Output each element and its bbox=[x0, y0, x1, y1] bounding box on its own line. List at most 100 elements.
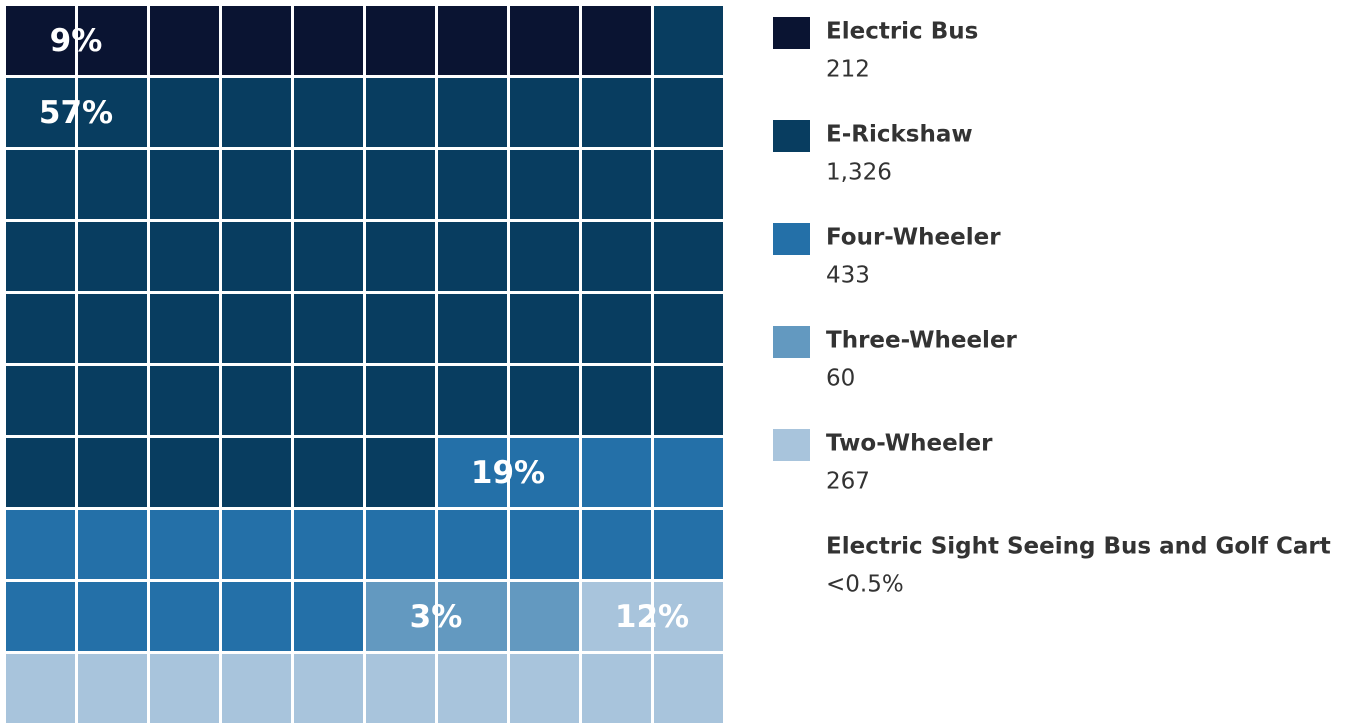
waffle-cell bbox=[150, 510, 219, 579]
waffle-cell bbox=[510, 150, 579, 219]
waffle-cell bbox=[78, 510, 147, 579]
waffle-cell bbox=[222, 366, 291, 435]
waffle-cell bbox=[654, 294, 723, 363]
waffle-cell bbox=[6, 222, 75, 291]
waffle-cell bbox=[222, 438, 291, 507]
waffle-cell bbox=[78, 78, 147, 147]
waffle-cell bbox=[294, 6, 363, 75]
waffle-cell bbox=[366, 78, 435, 147]
waffle-cell bbox=[654, 438, 723, 507]
waffle-cell bbox=[438, 222, 507, 291]
waffle-cell bbox=[6, 582, 75, 651]
waffle-cell bbox=[654, 366, 723, 435]
waffle-cell bbox=[654, 510, 723, 579]
waffle-cell bbox=[366, 366, 435, 435]
waffle-cell bbox=[150, 78, 219, 147]
waffle-cell bbox=[438, 6, 507, 75]
legend-swatch bbox=[773, 429, 810, 461]
waffle-cell bbox=[366, 582, 435, 651]
waffle-cell bbox=[654, 6, 723, 75]
waffle-cell bbox=[510, 438, 579, 507]
legend-name: Four-Wheeler bbox=[826, 225, 1001, 251]
waffle-cell bbox=[582, 294, 651, 363]
waffle-cell bbox=[654, 222, 723, 291]
waffle-cell bbox=[78, 582, 147, 651]
waffle-cell bbox=[582, 654, 651, 723]
legend-value: <0.5% bbox=[826, 572, 904, 598]
waffle-cell bbox=[366, 294, 435, 363]
legend-name: Electric Bus bbox=[826, 19, 978, 45]
waffle-cell bbox=[222, 6, 291, 75]
waffle-cell bbox=[366, 6, 435, 75]
waffle-cell bbox=[6, 6, 75, 75]
waffle-cell bbox=[78, 222, 147, 291]
waffle-cell bbox=[582, 6, 651, 75]
waffle-cell bbox=[510, 654, 579, 723]
waffle-cell bbox=[78, 438, 147, 507]
legend-swatch bbox=[773, 326, 810, 358]
waffle-cell bbox=[150, 438, 219, 507]
waffle-cell bbox=[222, 150, 291, 219]
waffle-cell bbox=[294, 510, 363, 579]
legend-name: Three-Wheeler bbox=[826, 328, 1018, 354]
waffle-cell bbox=[582, 222, 651, 291]
percent-label: 3% bbox=[410, 599, 463, 635]
legend-name: Two-Wheeler bbox=[826, 431, 993, 457]
legend-value: 1,326 bbox=[826, 160, 892, 186]
waffle-cell bbox=[150, 6, 219, 75]
waffle-cell bbox=[654, 150, 723, 219]
legend-name: E-Rickshaw bbox=[826, 122, 973, 148]
waffle-cell bbox=[150, 222, 219, 291]
waffle-cell bbox=[582, 438, 651, 507]
waffle-cell bbox=[582, 510, 651, 579]
waffle-cell bbox=[222, 294, 291, 363]
legend-swatch bbox=[773, 223, 810, 255]
percent-label: 57% bbox=[39, 95, 113, 131]
legend-name: Electric Sight Seeing Bus and Golf Cart bbox=[826, 534, 1331, 560]
waffle-cell bbox=[294, 150, 363, 219]
legend-value: 60 bbox=[826, 366, 855, 392]
waffle-cell bbox=[6, 654, 75, 723]
waffle-cell bbox=[6, 78, 75, 147]
waffle-cell bbox=[78, 150, 147, 219]
waffle-cell bbox=[366, 510, 435, 579]
waffle-cell bbox=[294, 222, 363, 291]
waffle-cell bbox=[510, 294, 579, 363]
waffle-cell bbox=[510, 222, 579, 291]
waffle-cell bbox=[510, 510, 579, 579]
waffle-cell bbox=[510, 6, 579, 75]
waffle-cell bbox=[150, 654, 219, 723]
waffle-cell bbox=[654, 654, 723, 723]
legend-value: 267 bbox=[826, 469, 870, 495]
waffle-cell bbox=[78, 654, 147, 723]
waffle-cell bbox=[222, 582, 291, 651]
waffle-cell bbox=[294, 78, 363, 147]
waffle-cell bbox=[438, 510, 507, 579]
percent-label: 9% bbox=[50, 23, 103, 59]
waffle-cell bbox=[6, 438, 75, 507]
waffle-cell bbox=[150, 150, 219, 219]
waffle-cell bbox=[510, 582, 579, 651]
percent-label: 19% bbox=[471, 455, 545, 491]
legend-value: 433 bbox=[826, 263, 870, 289]
waffle-cell bbox=[150, 582, 219, 651]
waffle-cell bbox=[438, 366, 507, 435]
waffle-cell bbox=[438, 294, 507, 363]
waffle-cell bbox=[510, 78, 579, 147]
waffle-cell bbox=[366, 654, 435, 723]
percent-label: 12% bbox=[615, 599, 689, 635]
waffle-cell bbox=[294, 438, 363, 507]
legend-swatch bbox=[773, 120, 810, 152]
legend-value: 212 bbox=[826, 57, 870, 83]
waffle-cell bbox=[294, 366, 363, 435]
waffle-cell bbox=[6, 294, 75, 363]
waffle-cell bbox=[438, 438, 507, 507]
waffle-cell bbox=[654, 582, 723, 651]
waffle-cell bbox=[6, 150, 75, 219]
waffle-cell bbox=[582, 366, 651, 435]
legend-swatch bbox=[773, 17, 810, 49]
waffle-cell bbox=[582, 150, 651, 219]
waffle-cell bbox=[78, 366, 147, 435]
waffle-cell bbox=[438, 150, 507, 219]
